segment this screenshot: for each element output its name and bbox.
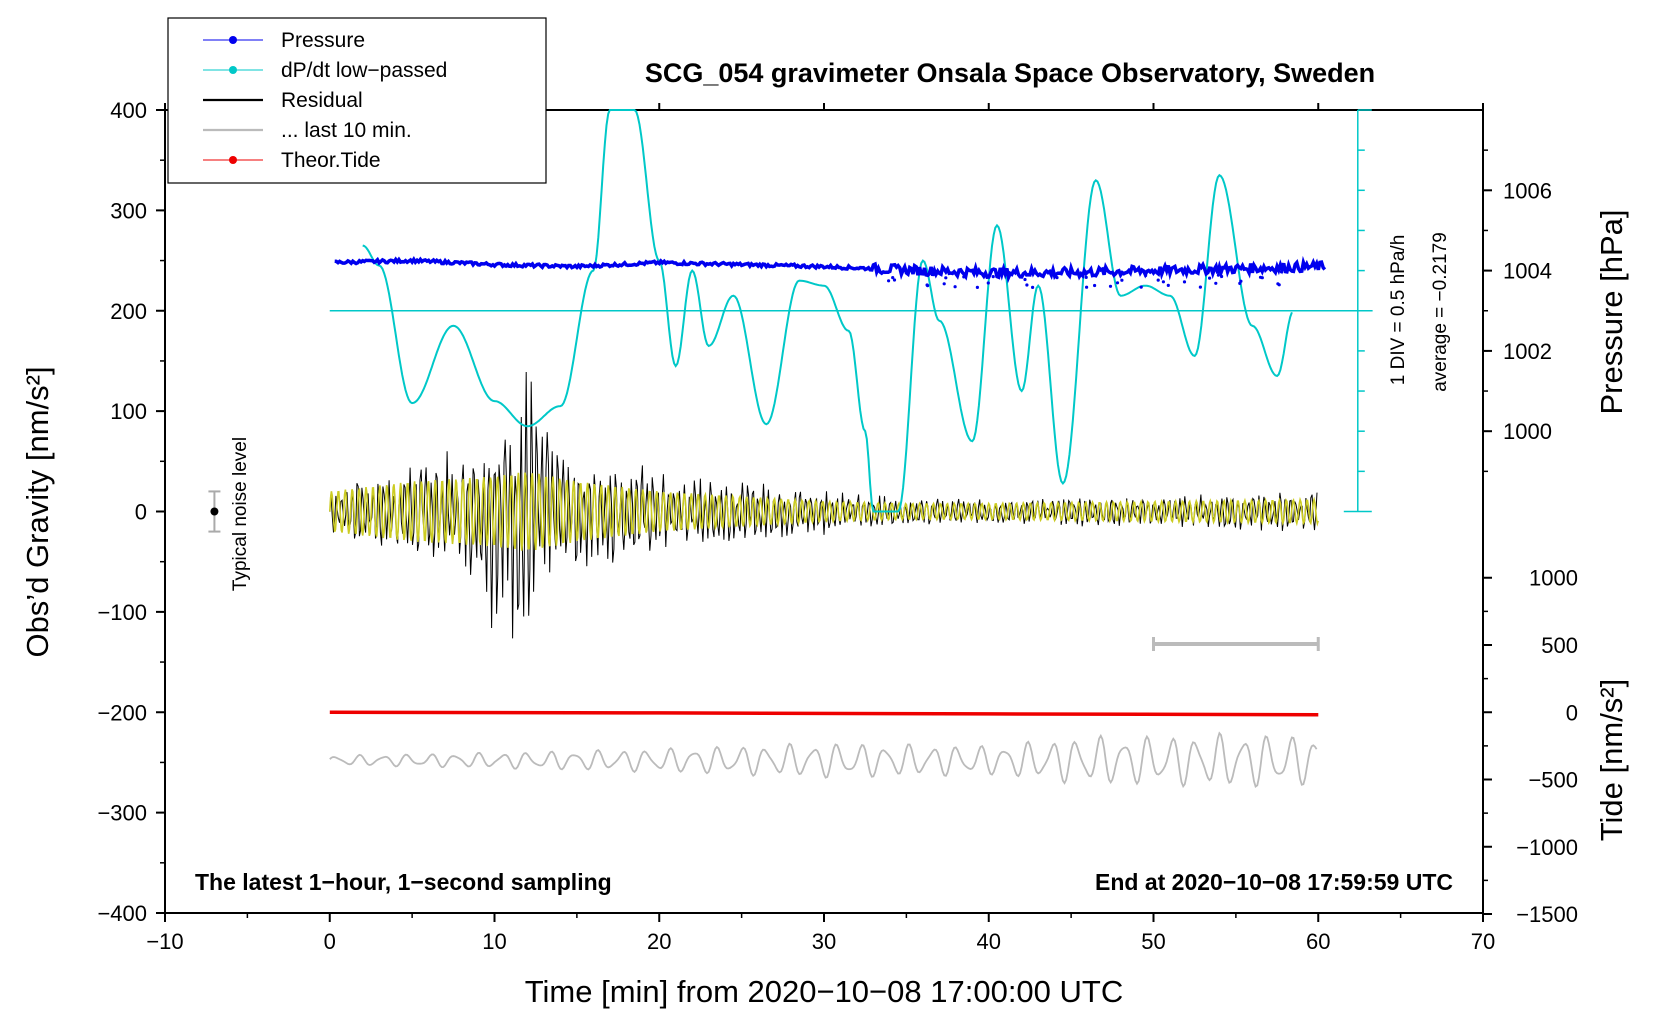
pressure-point bbox=[1115, 281, 1120, 285]
x-tick-label: −10 bbox=[146, 929, 183, 954]
pressure-point bbox=[1023, 277, 1027, 282]
tide-tick-label: 500 bbox=[1541, 633, 1578, 658]
last-10-min-bar bbox=[1152, 636, 1320, 651]
series-fit bbox=[329, 472, 1319, 551]
pressure-point bbox=[1239, 279, 1243, 283]
legend-label: Residual bbox=[281, 89, 363, 112]
dpdt-scale bbox=[329, 109, 1373, 513]
tide-tick-label: −500 bbox=[1528, 768, 1578, 793]
pressure-axis-label: Pressure [hPa] bbox=[1594, 209, 1629, 414]
series-pressure bbox=[334, 255, 1327, 284]
pressure-point bbox=[1156, 278, 1160, 282]
x-tick-label: 60 bbox=[1306, 929, 1330, 954]
pressure-point bbox=[1198, 285, 1202, 289]
pressure-point bbox=[1258, 275, 1263, 279]
bottom-right-note: End at 2020−10−08 17:59:59 UTC bbox=[1095, 869, 1453, 895]
pressure-tick-label: 1004 bbox=[1503, 259, 1552, 284]
pressure-point bbox=[891, 276, 895, 280]
y-tick-label: 400 bbox=[110, 98, 147, 123]
x-tick-label: 10 bbox=[482, 929, 506, 954]
pressure-point bbox=[962, 275, 966, 279]
y-tick-label: 300 bbox=[110, 198, 147, 223]
tide-axis-label: Tide [nm/s²] bbox=[1594, 679, 1629, 842]
y-axis-ticks: 400 300 200 100 0 −100 −200 −300 −400 bbox=[97, 98, 165, 926]
y-tick-label: 100 bbox=[110, 399, 147, 424]
pressure-point bbox=[986, 281, 990, 285]
pressure-point bbox=[1139, 285, 1143, 289]
x-tick-label: 30 bbox=[812, 929, 836, 954]
pressure-point bbox=[1085, 285, 1089, 289]
tide-axis-ticks: 1000 500 0 −500 −1000 −1500 bbox=[1483, 566, 1578, 927]
pressure-point bbox=[942, 282, 946, 286]
pressure-point bbox=[1108, 284, 1113, 288]
pressure-point bbox=[892, 278, 897, 282]
y-tick-label: 200 bbox=[110, 299, 147, 324]
tide-tick-label: 1000 bbox=[1529, 566, 1578, 591]
chart-title: SCG_054 gravimeter Onsala Space Observat… bbox=[645, 58, 1375, 88]
pressure-point bbox=[1214, 281, 1218, 285]
legend-label: ... last 10 min. bbox=[281, 119, 412, 142]
legend-marker bbox=[229, 66, 237, 74]
pressure-tick-label: 1006 bbox=[1503, 178, 1552, 203]
pressure-point bbox=[991, 275, 995, 279]
legend-label: Theor.Tide bbox=[281, 149, 381, 172]
legend-label: Pressure bbox=[281, 29, 365, 52]
tide-tick-label: 0 bbox=[1566, 700, 1578, 725]
pressure-point bbox=[1182, 280, 1187, 284]
pressure-point bbox=[887, 279, 891, 283]
x-tick-label: 20 bbox=[647, 929, 671, 954]
pressure-point bbox=[1161, 280, 1165, 284]
pressure-point bbox=[975, 285, 980, 289]
legend-label: dP/dt low−passed bbox=[281, 59, 447, 82]
legend-marker bbox=[229, 156, 237, 164]
tide-tick-label: −1000 bbox=[1516, 835, 1578, 860]
x-axis-label: Time [min] from 2020−10−08 17:00:00 UTC bbox=[525, 974, 1124, 1009]
pressure-point bbox=[1279, 270, 1284, 274]
pressure-point bbox=[1031, 285, 1035, 289]
pressure-point bbox=[1084, 275, 1088, 279]
noise-level-label: Typical noise level bbox=[230, 437, 251, 591]
y-tick-label: −100 bbox=[97, 600, 147, 625]
y-axis-label: Obs’d Gravity [nm/s²] bbox=[20, 366, 55, 657]
pressure-point bbox=[926, 284, 930, 288]
x-tick-label: 0 bbox=[324, 929, 336, 954]
y-tick-label: 0 bbox=[135, 500, 147, 525]
series-residual bbox=[329, 371, 1318, 639]
bottom-left-note: The latest 1−hour, 1−second sampling bbox=[195, 869, 612, 895]
legend-marker bbox=[229, 36, 237, 44]
series-theor-tide bbox=[329, 710, 1319, 717]
dpdt-average-label: average = −0.2179 bbox=[1430, 232, 1451, 392]
pressure-axis-ticks: 1006 1004 1002 1000 bbox=[1483, 149, 1552, 473]
pressure-point bbox=[1208, 276, 1212, 280]
dpdt-div-label: 1 DIV = 0.5 hPa/h bbox=[1388, 235, 1409, 386]
y-tick-label: −200 bbox=[97, 700, 147, 725]
tide-tick-label: −1500 bbox=[1516, 902, 1578, 927]
pressure-point bbox=[1216, 273, 1220, 277]
pressure-tick-label: 1002 bbox=[1503, 339, 1552, 364]
series-layer bbox=[329, 109, 1327, 789]
pressure-point bbox=[1166, 283, 1170, 287]
pressure-tick-label: 1000 bbox=[1503, 419, 1552, 444]
y-tick-label: −300 bbox=[97, 801, 147, 826]
legend: Pressure dP/dt low−passed Residual ... last… bbox=[203, 29, 447, 172]
noise-level-indicator bbox=[208, 490, 221, 533]
pressure-point bbox=[1220, 274, 1224, 279]
pressure-point bbox=[1055, 276, 1059, 280]
pressure-point bbox=[1025, 283, 1029, 287]
x-tick-label: 70 bbox=[1471, 929, 1495, 954]
y-tick-label: −400 bbox=[97, 901, 147, 926]
series-dpdt bbox=[362, 109, 1293, 513]
series-last-10-min bbox=[329, 731, 1318, 789]
pressure-point bbox=[953, 285, 957, 289]
x-tick-label: 50 bbox=[1141, 929, 1165, 954]
noise-center-dot bbox=[210, 507, 219, 516]
pressure-point bbox=[1144, 273, 1148, 278]
pressure-point bbox=[1277, 283, 1281, 287]
pressure-point bbox=[944, 276, 948, 280]
x-tick-label: 40 bbox=[977, 929, 1001, 954]
pressure-point bbox=[1120, 278, 1124, 282]
pressure-point bbox=[1093, 283, 1097, 288]
x-axis-ticks: −10 0 10 20 30 40 50 60 70 bbox=[146, 103, 1495, 954]
